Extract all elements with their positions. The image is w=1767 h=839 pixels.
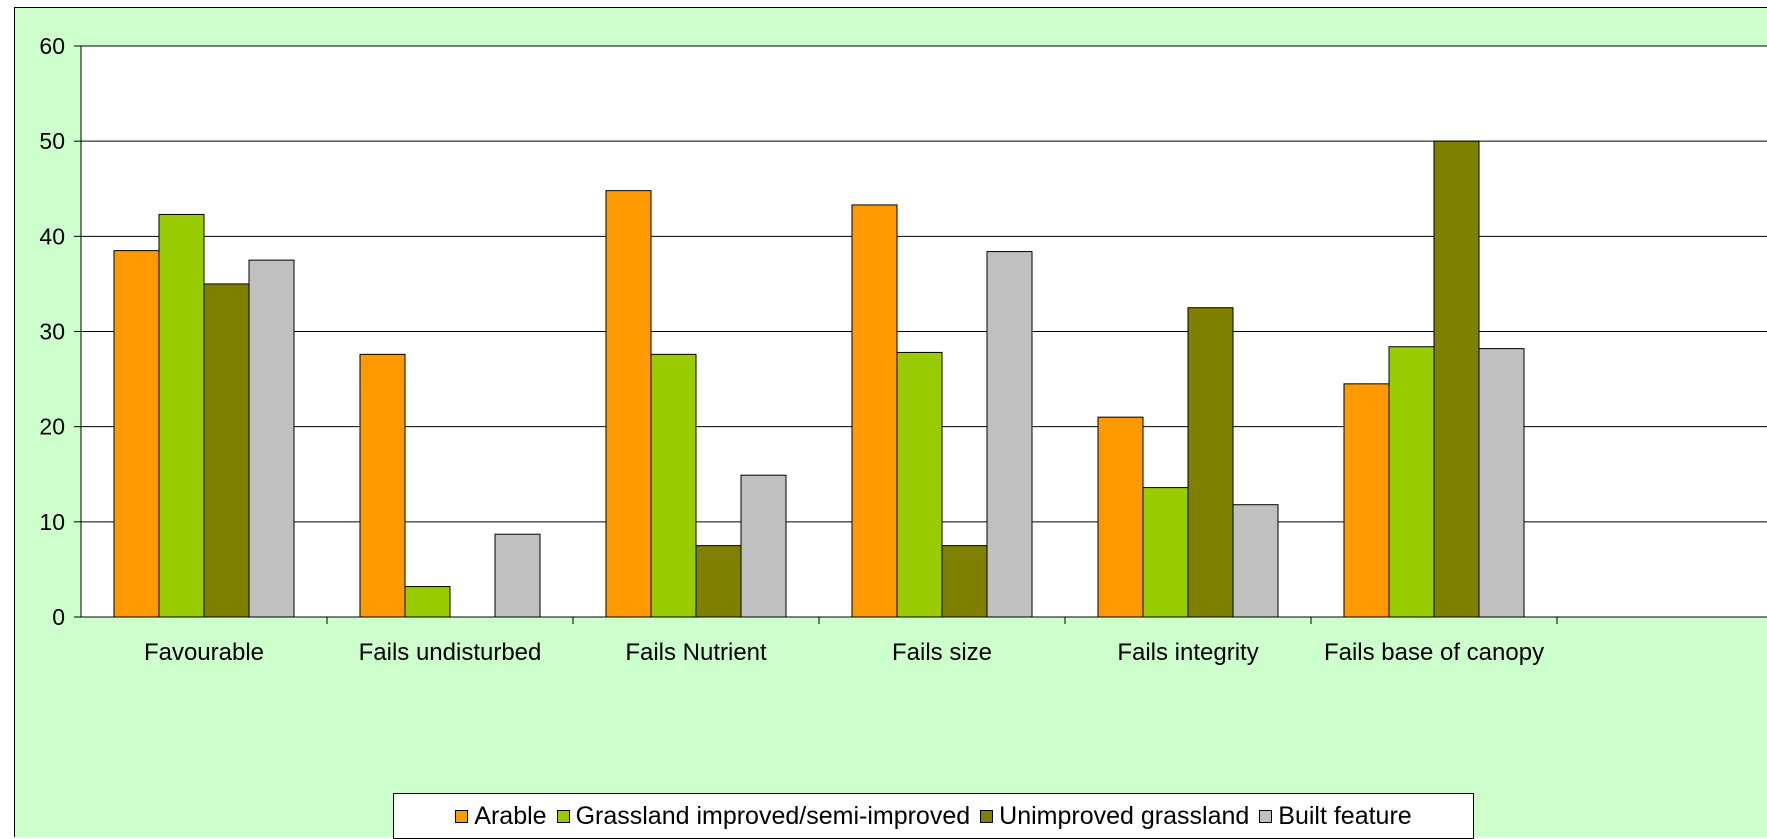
x-category-label: Fails size [892,639,992,666]
bar [1187,307,1234,618]
x-category-label: Fails Nutrient [625,639,767,666]
bar [1388,346,1435,618]
bar [986,251,1033,618]
x-category-label: Fails base of canopy [1324,639,1544,666]
y-tick-label: 50 [39,128,65,154]
y-tick-label: 10 [39,509,65,535]
bar [158,213,205,618]
bar [494,533,541,618]
bar [896,351,943,618]
y-tick-label: 30 [39,319,65,345]
bar [650,353,697,618]
bar-chart: 0 10 20 30 40 50 60 Favourable Fails undisturbed… [39,33,1767,666]
legend-swatch [980,809,994,823]
x-category-label: Fails undisturbed [359,639,542,666]
bar [203,283,250,618]
chart-area: 0 10 20 30 40 50 60 Favourable Fails undisturbed… [14,7,1767,839]
y-tick-label: 60 [39,33,65,59]
y-tick-label: 40 [39,223,65,249]
bar [1433,140,1480,618]
x-category-label: Fails integrity [1117,639,1258,666]
legend-label: Grassland improved/semi-improved [575,801,971,830]
legend-label: Unimproved grassland [999,801,1250,830]
legend: Arable Grassland improved/semi-improved Un… [393,793,1474,839]
bar [113,250,160,618]
bar [1142,487,1189,618]
bar [605,190,652,618]
bar [1478,348,1525,618]
legend-item: Unimproved grassland [980,802,1249,831]
bar [1343,383,1390,618]
legend-swatch [455,809,469,823]
bar [248,259,295,618]
bar [404,586,451,618]
legend-label: Arable [474,801,547,830]
y-tick-label: 0 [52,604,65,630]
bar [851,204,898,618]
x-category-label: Favourable [144,639,264,666]
legend-item: Grassland improved/semi-improved [556,801,971,831]
legend-swatch [556,809,570,823]
bar [941,545,988,618]
bar [1097,416,1144,618]
bar [1232,504,1279,618]
bar [359,353,406,618]
legend-swatch [1259,809,1273,823]
legend-item: Arable [455,801,547,831]
legend-label: Built feature [1278,801,1412,830]
y-tick-label: 20 [39,414,65,440]
bar [695,545,742,618]
bar [740,474,787,618]
legend-item: Built feature [1259,801,1412,831]
